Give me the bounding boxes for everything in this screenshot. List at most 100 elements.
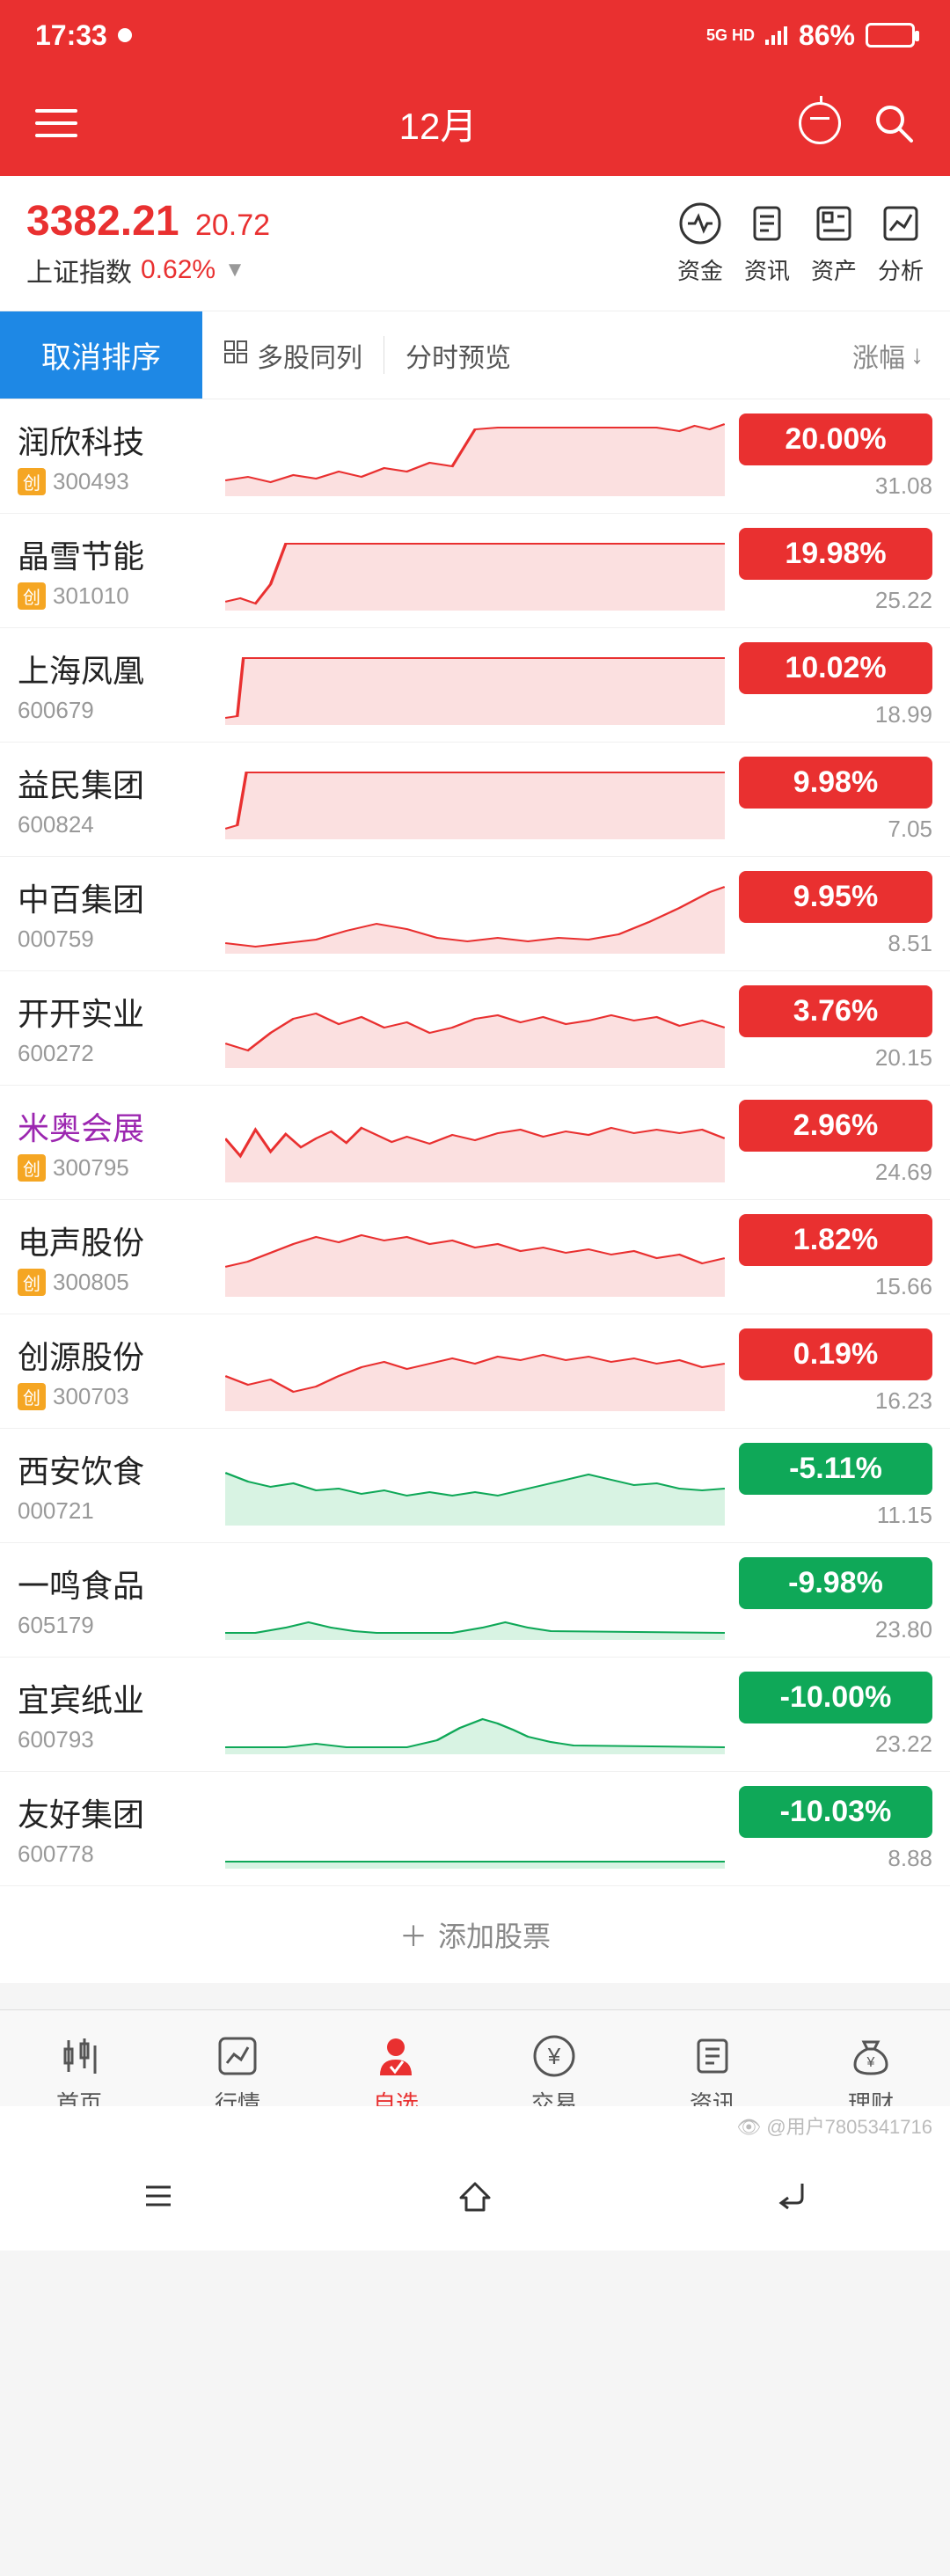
stock-info: 电声股份 创 300805 — [18, 1218, 211, 1296]
stock-pct: -10.00% — [739, 1672, 932, 1723]
stock-right: -10.00% 23.22 — [739, 1672, 932, 1758]
stock-pct: 19.98% — [739, 528, 932, 580]
stock-pct: 0.19% — [739, 1328, 932, 1380]
tool-label: 资金 — [677, 253, 723, 286]
stock-right: 9.98% 7.05 — [739, 757, 932, 843]
stock-info: 晶雪节能 创 301010 — [18, 531, 211, 610]
stock-code: 300493 — [53, 468, 129, 495]
stock-row[interactable]: 晶雪节能 创 301010 19.98% 25.22 — [0, 514, 950, 628]
stock-pct: 3.76% — [739, 985, 932, 1037]
sys-back-icon[interactable] — [772, 2177, 811, 2220]
add-stock-label: 添加股票 — [438, 1914, 551, 1955]
stock-name: 友好集团 — [18, 1789, 211, 1835]
stock-row[interactable]: 益民集团 600824 9.98% 7.05 — [0, 743, 950, 857]
assistant-icon[interactable] — [799, 102, 841, 144]
watermark: 👁 @用户7805341716 — [0, 2106, 950, 2145]
tool-label: 分析 — [878, 253, 924, 286]
stock-row[interactable]: 西安饮食 000721 -5.11% 11.15 — [0, 1429, 950, 1543]
stock-price: 24.69 — [739, 1159, 932, 1186]
stock-row[interactable]: 开开实业 600272 3.76% 20.15 — [0, 971, 950, 1086]
search-icon[interactable] — [873, 102, 915, 144]
tool-analysis[interactable]: 分析 — [878, 201, 924, 286]
tool-assets[interactable]: 资产 — [811, 201, 857, 286]
stock-code: 300703 — [53, 1383, 129, 1410]
stock-price: 15.66 — [739, 1273, 932, 1300]
chevron-down-icon[interactable]: ▼ — [224, 258, 245, 282]
battery-pct: 86% — [799, 19, 855, 52]
stock-price: 23.22 — [739, 1731, 932, 1758]
stock-info: 西安饮食 000721 — [18, 1446, 211, 1525]
tool-funds[interactable]: 资金 — [677, 201, 723, 286]
sys-home-icon[interactable] — [456, 2177, 494, 2220]
stock-name: 宜宾纸业 — [18, 1675, 211, 1721]
stock-row[interactable]: 上海凤凰 600679 10.02% 18.99 — [0, 628, 950, 743]
stock-price: 23.80 — [739, 1616, 932, 1643]
stock-sparkline — [225, 760, 725, 839]
header-title[interactable]: 12月 — [399, 97, 478, 150]
stock-row[interactable]: 友好集团 600778 -10.03% 8.88 — [0, 1772, 950, 1886]
stock-code: 600778 — [18, 1841, 94, 1868]
document-icon — [744, 201, 790, 246]
battery-icon — [866, 23, 915, 48]
app-header: 12月 — [0, 70, 950, 176]
stock-info: 开开实业 600272 — [18, 989, 211, 1067]
stock-row[interactable]: 润欣科技 创 300493 20.00% 31.08 — [0, 399, 950, 514]
index-name: 上证指数 — [26, 251, 132, 289]
stock-pct: -10.03% — [739, 1786, 932, 1838]
stock-row[interactable]: 米奥会展 创 300795 2.96% 24.69 — [0, 1086, 950, 1200]
stock-badge: 创 — [18, 1154, 46, 1182]
tool-label: 资讯 — [744, 253, 790, 286]
stock-name: 米奥会展 — [18, 1103, 211, 1149]
tool-label: 资产 — [811, 253, 857, 286]
multi-stock-button[interactable]: 多股同列 — [202, 311, 384, 399]
stock-name: 创源股份 — [18, 1332, 211, 1378]
sort-column[interactable]: 涨幅 ↓ — [852, 311, 950, 399]
dashboard-icon — [811, 201, 857, 246]
tool-news[interactable]: 资讯 — [744, 201, 790, 286]
status-bar: 17:33 5G HD 86% — [0, 0, 950, 70]
stock-right: 1.82% 15.66 — [739, 1214, 932, 1300]
index-panel[interactable]: 3382.21 20.72 上证指数 0.62% ▼ 资金 资讯 资产 分析 — [0, 176, 950, 311]
menu-icon[interactable] — [35, 109, 77, 137]
stock-right: 0.19% 16.23 — [739, 1328, 932, 1415]
stock-info: 上海凤凰 600679 — [18, 646, 211, 724]
stock-sparkline — [225, 875, 725, 954]
trend-icon — [215, 2033, 260, 2079]
candlestick-icon — [56, 2033, 102, 2079]
stock-price: 18.99 — [739, 701, 932, 728]
stock-row[interactable]: 一鸣食品 605179 -9.98% 23.80 — [0, 1543, 950, 1658]
stock-price: 20.15 — [739, 1044, 932, 1072]
add-stock-button[interactable]: ＋ 添加股票 — [0, 1886, 950, 1983]
system-nav — [0, 2145, 950, 2250]
stock-code: 300805 — [53, 1269, 129, 1296]
stock-info: 创源股份 创 300703 — [18, 1332, 211, 1410]
stock-code: 600793 — [18, 1726, 94, 1753]
stock-name: 电声股份 — [18, 1218, 211, 1263]
stock-row[interactable]: 中百集团 000759 9.95% 8.51 — [0, 857, 950, 971]
preview-button[interactable]: 分时预览 — [384, 311, 532, 399]
svg-text:¥: ¥ — [547, 2043, 561, 2069]
stock-sparkline — [225, 1675, 725, 1754]
stock-code: 000759 — [18, 926, 94, 953]
pulse-icon — [677, 201, 723, 246]
stock-sparkline — [225, 1218, 725, 1297]
stock-info: 宜宾纸业 600793 — [18, 1675, 211, 1753]
stock-info: 友好集团 600778 — [18, 1789, 211, 1868]
stock-badge: 创 — [18, 1269, 46, 1296]
weibo-icon: 👁 — [736, 2116, 761, 2138]
index-delta: 20.72 — [195, 209, 270, 242]
cancel-sort-button[interactable]: 取消排序 — [0, 311, 202, 399]
notification-dot-icon — [118, 28, 132, 42]
stock-row[interactable]: 宜宾纸业 600793 -10.00% 23.22 — [0, 1658, 950, 1772]
stock-pct: 9.98% — [739, 757, 932, 809]
signal-bars-icon — [765, 19, 788, 52]
sys-menu-icon[interactable] — [139, 2177, 178, 2220]
stock-price: 11.15 — [739, 1502, 932, 1529]
stock-info: 益民集团 600824 — [18, 760, 211, 838]
multi-stock-label: 多股同列 — [257, 336, 362, 375]
stock-code: 301010 — [53, 582, 129, 610]
stock-row[interactable]: 创源股份 创 300703 0.19% 16.23 — [0, 1314, 950, 1429]
stock-row[interactable]: 电声股份 创 300805 1.82% 15.66 — [0, 1200, 950, 1314]
stock-price: 16.23 — [739, 1387, 932, 1415]
preview-label: 分时预览 — [406, 336, 511, 375]
